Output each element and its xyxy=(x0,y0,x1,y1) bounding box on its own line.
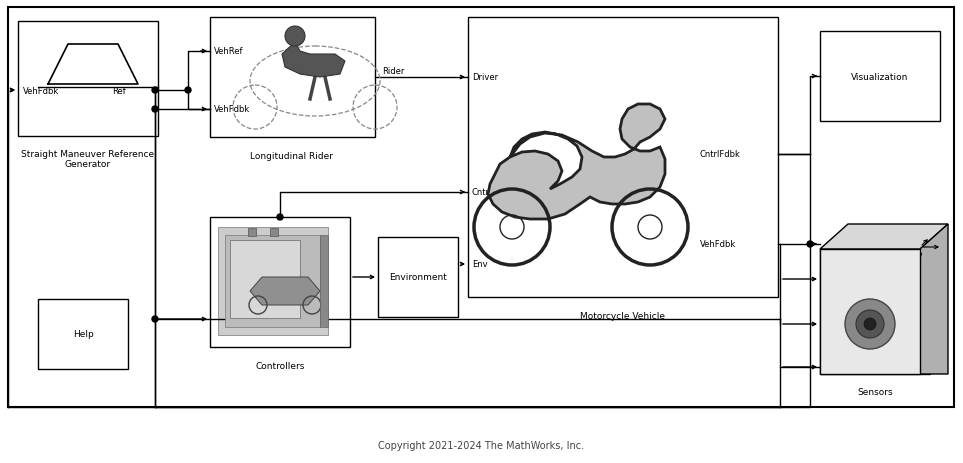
Bar xyxy=(820,250,930,374)
Text: VehRef: VehRef xyxy=(214,47,244,56)
Bar xyxy=(225,236,320,327)
Text: Ref: Ref xyxy=(112,86,126,95)
Bar xyxy=(248,229,256,237)
Text: VehFdbk: VehFdbk xyxy=(214,105,250,114)
Polygon shape xyxy=(820,225,948,250)
Text: CntrlFdbk: CntrlFdbk xyxy=(700,150,741,159)
Text: Env: Env xyxy=(472,260,487,269)
Circle shape xyxy=(152,88,158,94)
Circle shape xyxy=(152,316,158,322)
Circle shape xyxy=(277,214,283,220)
Bar xyxy=(218,227,328,335)
Circle shape xyxy=(152,107,158,113)
Circle shape xyxy=(864,319,876,330)
Text: Controllers: Controllers xyxy=(255,361,304,370)
Bar xyxy=(18,22,158,137)
Text: Longitudinal Rider: Longitudinal Rider xyxy=(250,152,333,161)
Circle shape xyxy=(856,310,884,338)
Bar xyxy=(210,218,350,347)
Bar xyxy=(230,240,300,319)
Circle shape xyxy=(185,88,191,94)
Text: Rider: Rider xyxy=(382,67,404,76)
Polygon shape xyxy=(250,277,320,305)
Text: Visualization: Visualization xyxy=(851,72,909,81)
Circle shape xyxy=(807,242,813,247)
Bar xyxy=(210,18,375,138)
Text: Help: Help xyxy=(72,330,93,339)
Bar xyxy=(820,32,940,122)
Bar xyxy=(8,8,954,407)
Text: VehFdbk: VehFdbk xyxy=(23,86,60,95)
Bar xyxy=(38,300,128,369)
Polygon shape xyxy=(488,105,665,219)
Text: Motorcycle Vehicle: Motorcycle Vehicle xyxy=(581,311,665,320)
Bar xyxy=(320,236,328,327)
Text: Environment: Environment xyxy=(389,273,447,282)
Bar xyxy=(820,250,920,374)
Bar xyxy=(270,229,278,237)
Text: Straight Maneuver Reference
Generator: Straight Maneuver Reference Generator xyxy=(21,150,155,169)
Circle shape xyxy=(845,300,895,349)
Text: Driver: Driver xyxy=(472,73,498,82)
Polygon shape xyxy=(282,43,345,78)
Polygon shape xyxy=(920,225,948,374)
Text: VehFdbk: VehFdbk xyxy=(700,240,737,249)
Circle shape xyxy=(285,27,305,47)
Text: Cntrl: Cntrl xyxy=(472,188,492,197)
Text: Sensors: Sensors xyxy=(857,387,893,396)
Bar xyxy=(378,238,458,317)
Bar xyxy=(468,18,778,297)
Text: Copyright 2021-2024 The MathWorks, Inc.: Copyright 2021-2024 The MathWorks, Inc. xyxy=(377,440,585,450)
